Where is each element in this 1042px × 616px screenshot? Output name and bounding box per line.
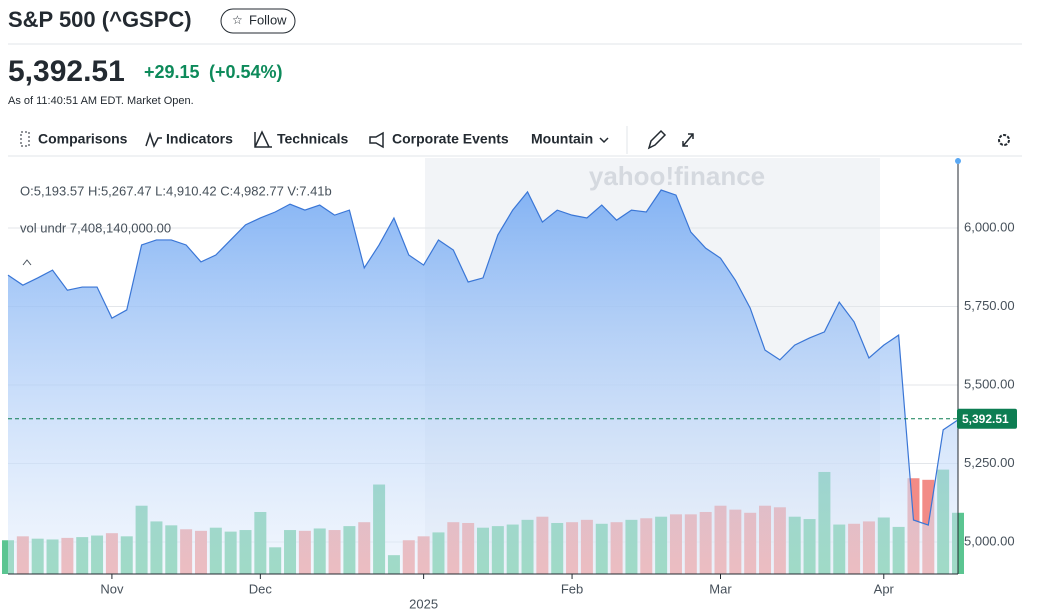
toolbar-item[interactable]: Technicals [277,131,349,147]
y-tick-label: 5,500.00 [964,376,1015,391]
technicals-icon [254,130,272,148]
toolbar-item[interactable]: Comparisons [38,131,128,147]
price-line [7,189,959,526]
y-tick-label: 5,750.00 [964,298,1015,313]
change: +29.15 [144,62,200,82]
volume-label: vol undr 7,408,140,000.00 [20,220,171,235]
expand-icon[interactable] [682,133,694,147]
change-pct: (+0.54%) [209,62,283,82]
toolbar-item[interactable]: Corporate Events [392,131,509,147]
chevron [599,137,609,144]
title: S&P 500 (^GSPC) [8,7,192,32]
y-tick-label: 5,250.00 [964,455,1015,470]
collapse-icon[interactable] [22,259,32,266]
plot [2,158,964,579]
comparisons-icon [20,131,30,147]
price-area [8,190,958,574]
x-tick-label: Nov [100,581,124,596]
price: 5,392.51 [8,55,125,88]
settings-icon[interactable] [998,134,1010,146]
as-of: As of 11:40:51 AM EDT. Market Open. [8,95,194,107]
current-price-tag [957,408,1017,429]
watermark: yahoo!finance [589,161,765,191]
toolbar-item[interactable]: Indicators [166,131,233,147]
y-tick-label: 5,000.00 [964,533,1015,548]
x-tick-label: Dec [249,581,273,596]
star-icon: ☆ [232,13,243,27]
x-tick-label: 2025 [409,596,438,611]
indicators-icon [145,131,162,148]
live-dot [955,158,961,164]
x-tick-label: Mar [709,581,732,596]
ohlc: O:5,193.57 H:5,267.47 L:4,910.42 C:4,982… [20,183,332,198]
draw-icon[interactable] [647,129,667,150]
x-tick-label: Apr [874,581,895,596]
follow-label: Follow [249,12,287,27]
x-tick-label: Feb [561,581,583,596]
follow-button[interactable] [220,8,296,34]
y-tick-label: 6,000.00 [964,219,1015,234]
current-price-label: 5,392.51 [962,412,1009,426]
events-icon [369,131,384,149]
toolbar-item[interactable]: Mountain [531,131,593,147]
